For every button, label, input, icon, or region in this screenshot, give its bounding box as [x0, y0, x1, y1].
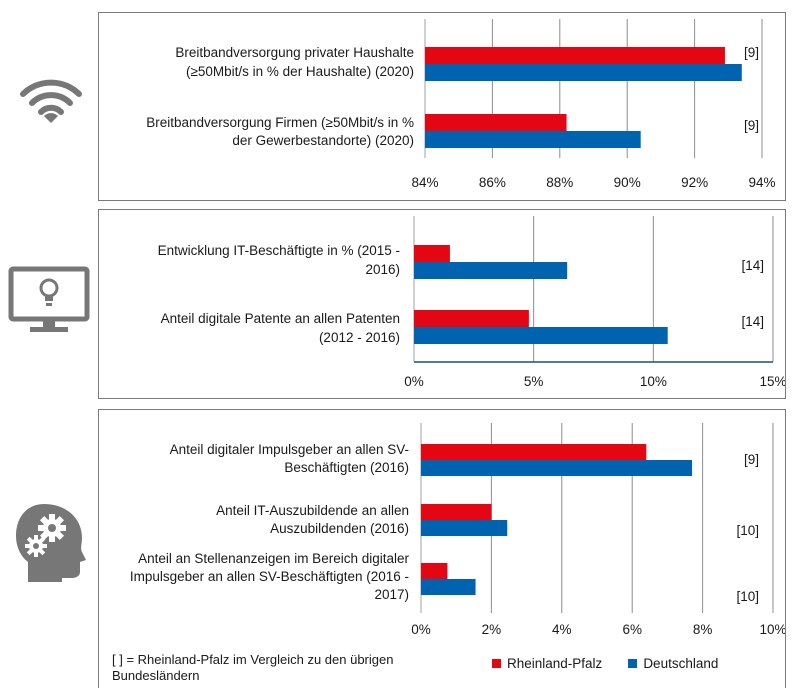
- category-label: Anteil IT-Auszubildende an allen Auszubil…: [216, 503, 409, 536]
- tick-label: 4%: [552, 622, 572, 637]
- chart-panel-digital-impulse: Anteil digitaler Impulsgeber an allen SV…: [98, 409, 787, 688]
- tick-label: 10%: [759, 622, 785, 637]
- tick-label: 5%: [524, 374, 544, 389]
- tick-label: 10%: [640, 374, 667, 389]
- bar-rlp: [421, 563, 448, 579]
- bar-rlp: [414, 310, 529, 327]
- bar-rlp: [425, 47, 725, 64]
- rank-label: [10]: [736, 523, 759, 538]
- category-label: Anteil digitaler Impulsgeber an allen SV…: [170, 442, 409, 475]
- category-label: Breitbandversorgung privater Haushalte (≥…: [175, 45, 414, 79]
- chart-it-patents: Entwicklung IT-Beschäftigte in % (2015 -…: [158, 216, 787, 389]
- tick-label: 92%: [681, 175, 708, 190]
- rank-label: [9]: [744, 452, 759, 467]
- legend-label-de: Deutschland: [643, 656, 719, 671]
- bar-de: [421, 520, 508, 536]
- tick-label: 6%: [622, 622, 642, 637]
- monitor-lightbulb-icon: [8, 266, 90, 332]
- bar-de: [425, 64, 742, 81]
- chart-panel-broadband: Breitbandversorgung privater Haushalte (≥…: [98, 12, 786, 201]
- bar-de: [414, 262, 568, 279]
- legend-label-rlp: Rheinland-Pfalz: [507, 656, 603, 671]
- tick-label: 0%: [404, 374, 424, 389]
- ranking-note: [ ] = Rheinland-Pfalz im Vergleich zu de…: [112, 652, 394, 683]
- rank-label: [10]: [736, 589, 759, 604]
- legend-swatch-rlp: [492, 659, 501, 668]
- tick-label: 0%: [411, 622, 431, 637]
- head-gears-icon: [16, 504, 86, 582]
- bar-de: [425, 131, 641, 148]
- tick-label: 88%: [546, 175, 573, 190]
- chart-digital-impulse: Anteil digitaler Impulsgeber an allen SV…: [130, 423, 787, 637]
- wifi-icon: [20, 79, 82, 123]
- tick-label: 15%: [759, 374, 785, 389]
- tick-label: 94%: [748, 175, 775, 190]
- rank-label: [14]: [741, 258, 764, 273]
- legend: Rheinland-Pfalz Deutschland: [492, 656, 718, 671]
- tick-label: 2%: [482, 622, 502, 637]
- tick-label: 90%: [614, 175, 641, 190]
- bar-de: [414, 327, 668, 344]
- bar-rlp: [421, 504, 492, 520]
- chart-panel-it-patents: Entwicklung IT-Beschäftigte in % (2015 -…: [98, 209, 787, 399]
- rank-label: [14]: [741, 314, 764, 329]
- tick-label: 8%: [693, 622, 713, 637]
- tick-label: 86%: [479, 175, 506, 190]
- category-label: Entwicklung IT-Beschäftigte in % (2015 -…: [158, 243, 400, 277]
- legend-swatch-de: [628, 659, 638, 668]
- bar-rlp: [414, 245, 450, 262]
- bar-rlp: [421, 444, 647, 460]
- chart-broadband: Breitbandversorgung privater Haushalte (≥…: [146, 19, 776, 190]
- bar-de: [421, 579, 476, 595]
- category-label: Anteil an Stellenanzeigen im Bereich dig…: [130, 551, 410, 602]
- bar-de: [421, 460, 693, 476]
- rank-label: [9]: [744, 45, 759, 60]
- tick-label: 84%: [411, 175, 438, 190]
- category-label: Breitbandversorgung Firmen (≥50Mbit/s in…: [146, 115, 414, 148]
- rank-label: [9]: [744, 118, 759, 133]
- category-label: Anteil digitale Patente an allen Patente…: [161, 311, 400, 345]
- bar-rlp: [425, 114, 567, 131]
